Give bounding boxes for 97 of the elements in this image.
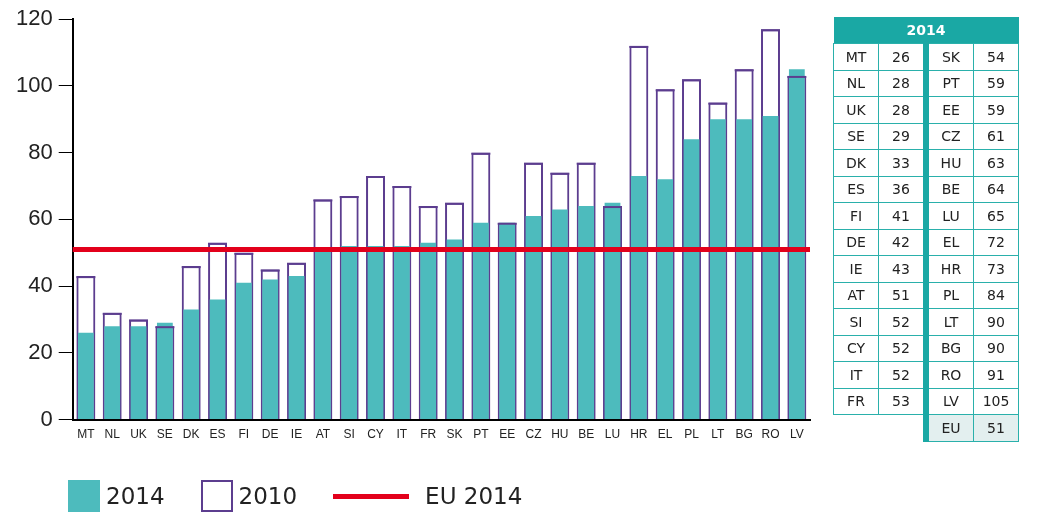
x-tick-label: BG [735,427,753,442]
data-label: 43 [878,255,926,282]
x-tick-label: PT [473,427,490,442]
data-label: 54 [973,43,1019,70]
y-tick-label: 40 [28,272,53,298]
data-label: 105 [973,388,1019,415]
data-label: 64 [973,176,1019,203]
x-tick-label: SE [156,427,173,442]
data-label: 59 [973,96,1019,123]
category-label: MT [833,43,879,70]
y-tick-label: 0 [40,405,53,431]
x-tick-label: MT [77,427,96,442]
category-label: DE [833,229,879,256]
category-label: PT [926,70,974,97]
category-label: IT [833,361,879,388]
x-tick-label: CY [367,427,384,442]
x-tick-label: SI [343,427,355,442]
x-tick-label: LV [789,427,804,442]
data-label: 29 [878,123,926,150]
data-label: 63 [973,149,1019,176]
data-label: 51 [878,282,926,309]
data-label: 59 [973,70,1019,97]
category-label: BG [926,335,974,362]
category-label: UK [833,96,879,123]
x-tick-label: DK [182,427,200,442]
x-tick-label: DE [261,427,279,442]
category-label: HR [926,255,974,282]
y-tick-label: 120 [15,5,53,31]
x-tick-label: UK [130,427,147,442]
data-label: 52 [878,308,926,335]
data-label: 28 [878,70,926,97]
x-tick-label: FR [420,427,437,442]
legend-label: 2014 [106,483,165,509]
data-label: 41 [878,202,926,229]
x-tick-label: HR [630,427,648,442]
category-label: RO [926,361,974,388]
data-label: 90 [973,335,1019,362]
x-tick-label: EL [657,427,673,442]
category-label: EU [926,414,974,441]
data-label: 36 [878,176,926,203]
category-label: ES [833,176,879,203]
category-label: SI [833,308,879,335]
y-tick-label: 60 [28,205,53,231]
category-label: SK [926,43,974,70]
category-label: LT [926,308,974,335]
data-label: 52 [878,335,926,362]
data-label: 51 [973,414,1019,441]
data-label: 52 [878,361,926,388]
data-label: 42 [878,229,926,256]
category-label: LU [926,202,974,229]
data-label: 72 [973,229,1019,256]
data-label: 61 [973,123,1019,150]
x-tick-label: RO [761,427,780,442]
legend-label: 2010 [238,483,298,509]
data-label: 91 [973,361,1019,388]
text: 2014 [833,17,1019,44]
category-label: DK [833,149,879,176]
data-label: 65 [973,202,1019,229]
x-tick-label: HU [551,427,569,442]
category-label: FR [833,388,879,415]
category-label: BE [926,176,974,203]
data-label: 84 [973,282,1019,309]
x-tick-label: FI [238,427,250,442]
category-label: EE [926,96,974,123]
x-tick-label: IE [290,427,303,442]
x-tick-label: IT [396,427,408,442]
data-label: 26 [878,43,926,70]
x-tick-label: NL [104,427,121,442]
y-tick-label: 20 [28,338,53,364]
category-label: HU [926,149,974,176]
category-label: PL [926,282,974,309]
category-label: EL [926,229,974,256]
x-tick-label: BE [578,427,595,442]
category-label: SE [833,123,879,150]
legend-label: EU 2014 [425,483,523,509]
data-label: 53 [878,388,926,415]
x-tick-label: LT [711,427,726,442]
x-tick-label: LU [604,427,621,442]
category-label: CZ [926,123,974,150]
category-label: LV [926,388,974,415]
data-label: 90 [973,308,1019,335]
category-label: FI [833,202,879,229]
data-label: 28 [878,96,926,123]
x-tick-label: PL [684,427,700,442]
category-label: IE [833,255,879,282]
x-tick-label: AT [315,427,331,442]
x-tick-label: ES [209,427,226,442]
y-tick-label: 80 [28,138,53,164]
data-label: 33 [878,149,926,176]
x-tick-label: CZ [525,427,542,442]
x-tick-label: EE [499,427,516,442]
category-label: AT [833,282,879,309]
category-label: CY [833,335,879,362]
data-label: 73 [973,255,1019,282]
x-tick-label: SK [446,427,463,442]
category-label: NL [833,70,879,97]
y-tick-label: 100 [15,72,53,97]
